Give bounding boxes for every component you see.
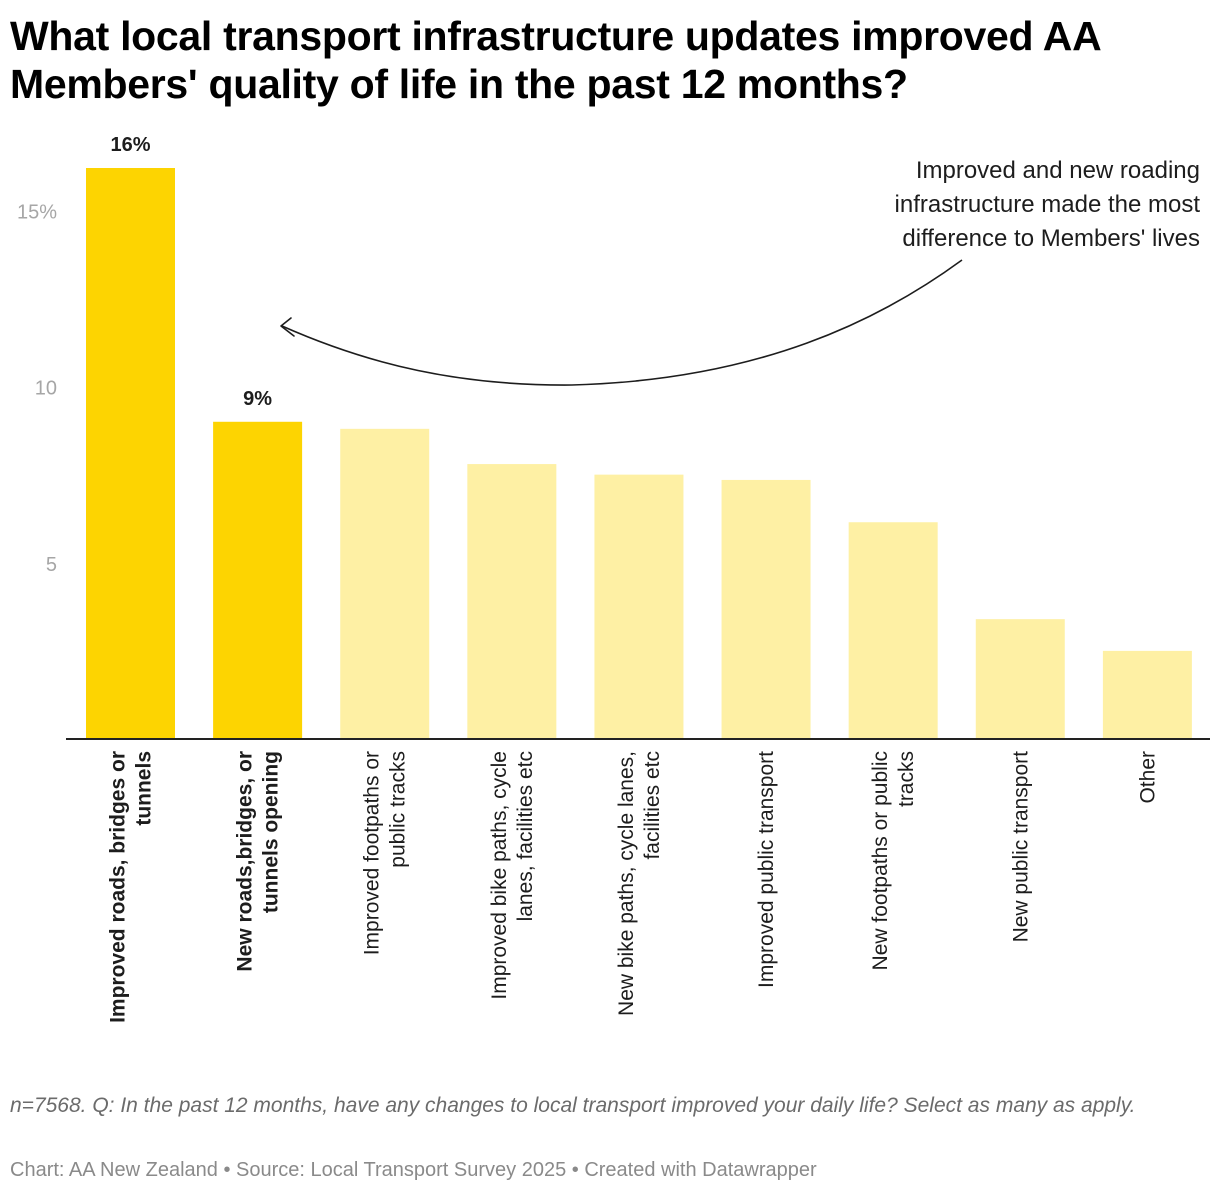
category-label-line: New bike paths, cycle lanes, [615,751,638,1016]
y-tick-label: 10 [35,378,57,400]
category-label-line: facilities etc [641,751,664,860]
bar[interactable] [975,619,1065,739]
category-label-line: public tracks [387,751,410,868]
credit-prefix: Chart: AA New Zealand • Source: [10,1159,311,1181]
data-label: 9% [243,388,272,410]
category-label-line: New footpaths or public [869,751,892,970]
category-label-line: tunnels opening [260,751,283,913]
y-tick-label: 15% [17,201,57,223]
bar[interactable] [1102,650,1192,739]
category-label: Other [1136,751,1159,804]
category-label-line: tunnels [133,751,156,826]
y-axis-ticks: 5 10 15% [17,201,57,575]
category-label: Improved footpaths or public tracks [361,751,410,955]
category-label-line: lanes, facilities etc [514,751,537,921]
annotation-text: Improved and new roading [916,157,1200,184]
chart-credit: Chart: AA New Zealand • Source: Local Tr… [10,1157,817,1183]
category-label-line: Other [1136,751,1159,804]
category-label: Improved bike paths, cycle lanes, facilit… [488,751,537,1000]
category-label-line: New roads,bridges, or [234,751,257,972]
category-label: New roads,bridges, or tunnels opening [234,751,283,972]
bar[interactable] [594,474,684,739]
category-label-line: Improved bike paths, cycle [488,751,511,1000]
annotation-text: infrastructure made the most [895,191,1201,218]
annotation: Improved and new roading infrastructure m… [280,157,1201,386]
survey-note: n=7568. Q: In the past 12 months, have a… [10,1094,1136,1117]
annotation-arrowhead [280,317,295,337]
y-tick-label: 5 [46,554,57,576]
bar[interactable] [848,522,938,739]
bar[interactable] [86,168,175,739]
category-label: Improved roads, bridges or tunnels [107,751,156,1023]
category-label-line: Improved footpaths or [361,751,384,955]
category-label-line: Improved public transport [755,751,778,988]
data-label: 16% [110,134,150,156]
annotation-text: difference to Members' lives [902,225,1200,252]
data-labels: 16% 9% [110,134,272,410]
category-label: Improved public transport [755,751,778,988]
bar[interactable] [213,421,303,739]
category-label: New footpaths or public tracks [869,751,918,970]
credit-suffix: • Created with Datawrapper [566,1159,817,1181]
bars [86,168,1192,739]
x-axis-category-labels: Improved roads, bridges or tunnels New roa… [107,751,1160,1023]
category-label-line: tracks [895,751,918,807]
bar[interactable] [340,428,430,739]
category-label: New public transport [1009,751,1032,943]
category-label-line: Improved roads, bridges or [107,751,130,1023]
annotation-arrow [281,259,963,386]
category-label-line: New public transport [1009,751,1032,943]
bar[interactable] [467,464,557,739]
bar[interactable] [721,479,811,739]
source-link[interactable]: Local Transport Survey 2025 [310,1159,567,1181]
chart-title: What local transport infrastructure upda… [10,13,1100,107]
category-label: New bike paths, cycle lanes, facilities e… [615,751,664,1016]
